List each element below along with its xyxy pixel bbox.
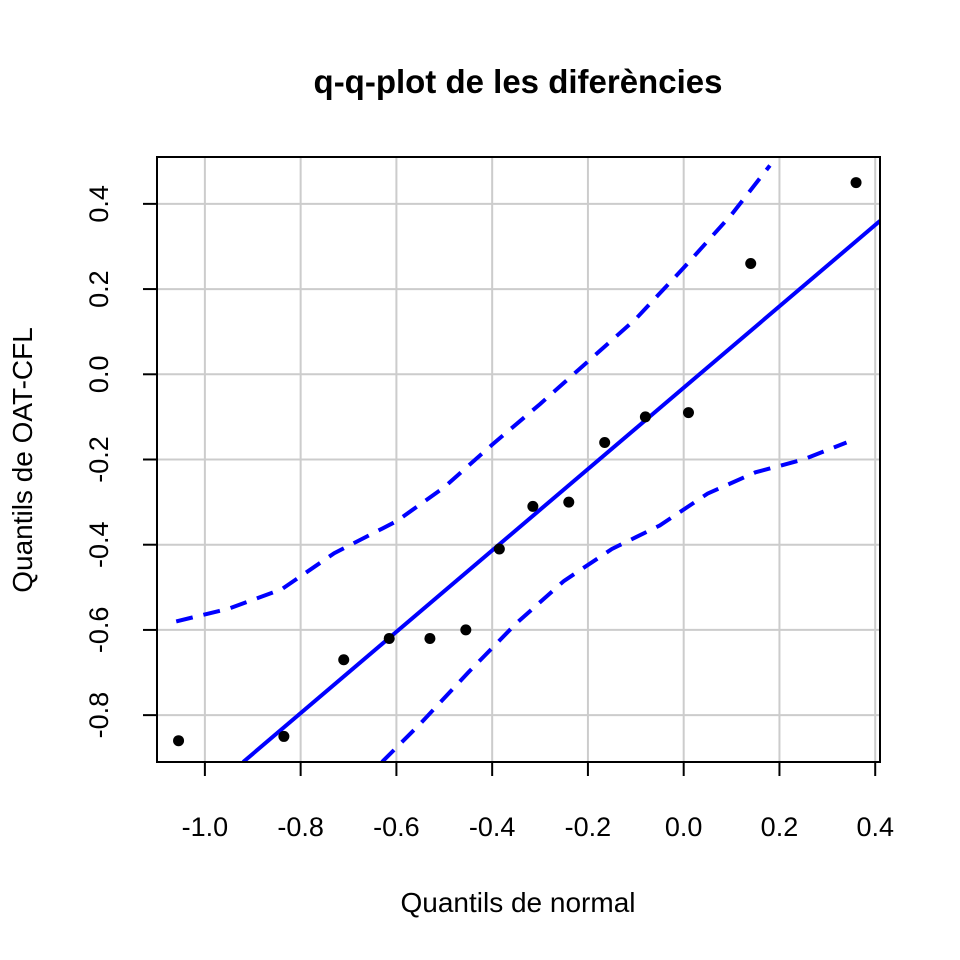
y-tick-label-3: -0.2 bbox=[84, 436, 114, 483]
data-point-2 bbox=[338, 654, 350, 666]
data-point-13 bbox=[850, 177, 862, 189]
y-tick-label-1: -0.6 bbox=[84, 607, 114, 654]
x-tick-label-1: -0.8 bbox=[277, 812, 324, 842]
y-axis: -0.8 -0.6 -0.4 -0.2 0.0 0.2 0.4 bbox=[84, 185, 158, 739]
y-tick-label-6: 0.4 bbox=[84, 185, 114, 223]
y-tick-label-0: -0.8 bbox=[84, 692, 114, 739]
confidence-band-upper bbox=[175, 164, 772, 624]
x-tick-label-5: 0.0 bbox=[665, 812, 703, 842]
x-tick-label-3: -0.4 bbox=[469, 812, 516, 842]
y-tick-label-2: -0.4 bbox=[84, 521, 114, 568]
x-axis: -1.0 -0.8 -0.6 -0.4 -0.2 0.0 0.2 0.4 bbox=[182, 761, 894, 842]
x-tick-label-6: 0.2 bbox=[761, 812, 799, 842]
data-point-0 bbox=[173, 735, 185, 747]
data-point-7 bbox=[527, 500, 539, 512]
x-axis-label: Quantils de normal bbox=[400, 887, 635, 918]
confidence-band-lower bbox=[380, 440, 848, 762]
data-point-6 bbox=[493, 543, 505, 555]
reference-line bbox=[241, 219, 880, 762]
y-axis-label: Quantils de OAT-CFL bbox=[7, 327, 38, 593]
data-point-1 bbox=[278, 730, 290, 742]
data-point-10 bbox=[639, 411, 651, 423]
reference-line-segment bbox=[241, 219, 880, 762]
y-tick-label-4: 0.0 bbox=[84, 356, 114, 394]
data-point-5 bbox=[460, 624, 472, 636]
x-tick-label-0: -1.0 bbox=[182, 812, 229, 842]
data-point-8 bbox=[563, 496, 575, 508]
data-point-12 bbox=[745, 258, 757, 270]
data-point-9 bbox=[599, 436, 611, 448]
chart-title: q-q-plot de les diferències bbox=[314, 63, 723, 100]
x-tick-label-2: -0.6 bbox=[373, 812, 420, 842]
confidence-band bbox=[175, 164, 848, 762]
x-tick-label-7: 0.4 bbox=[856, 812, 894, 842]
data-point-4 bbox=[424, 632, 436, 644]
grid-lines bbox=[157, 157, 880, 762]
data-point-11 bbox=[682, 407, 694, 419]
data-points bbox=[173, 177, 862, 747]
x-tick-label-4: -0.2 bbox=[565, 812, 612, 842]
data-point-3 bbox=[383, 632, 395, 644]
y-tick-label-5: 0.2 bbox=[84, 270, 114, 308]
